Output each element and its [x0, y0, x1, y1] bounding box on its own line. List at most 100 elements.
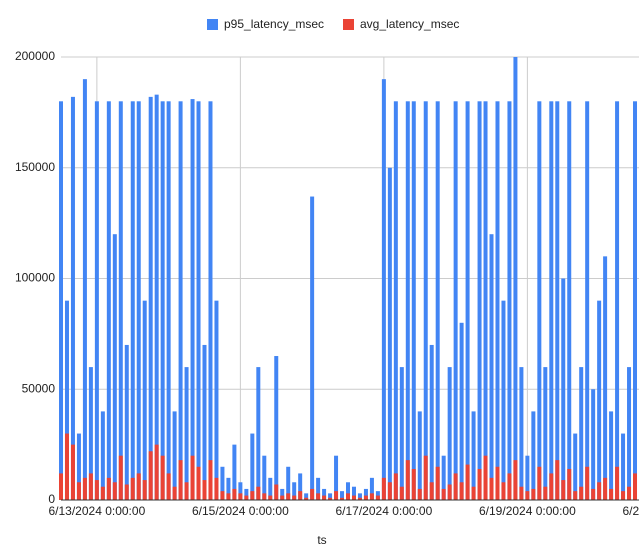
- bar: [579, 486, 584, 500]
- bar: [202, 480, 207, 500]
- bar: [286, 466, 291, 500]
- bar: [268, 495, 273, 500]
- bar: [369, 477, 374, 500]
- bar: [573, 491, 578, 500]
- bar: [381, 477, 386, 500]
- bar: [160, 101, 165, 501]
- x-tick-label: 6/15/2024 0:00:00: [192, 504, 289, 518]
- bar: [226, 493, 231, 500]
- bar: [597, 300, 602, 500]
- bar: [567, 468, 572, 500]
- bar: [603, 477, 608, 500]
- bar: [501, 482, 506, 500]
- bar: [525, 455, 530, 500]
- bar: [322, 488, 327, 500]
- bar: [136, 473, 141, 500]
- bar: [76, 482, 81, 500]
- bar: [220, 466, 225, 500]
- bar: [363, 488, 368, 500]
- legend-label: p95_latency_msec: [224, 17, 324, 31]
- bar: [399, 367, 404, 500]
- bar: [256, 486, 261, 500]
- bar: [561, 278, 566, 500]
- bar: [471, 411, 476, 500]
- bar: [417, 411, 422, 500]
- bar: [591, 488, 596, 500]
- x-tick-label: 6/21/2024 0:00:00: [623, 504, 639, 518]
- bar: [286, 493, 291, 500]
- bar: [118, 101, 123, 501]
- bar: [579, 367, 584, 500]
- bar: [555, 460, 560, 500]
- bar: [136, 101, 141, 501]
- bar: [513, 57, 518, 500]
- bar: [405, 101, 410, 501]
- bar: [160, 455, 165, 500]
- bar: [435, 466, 440, 500]
- bar: [328, 493, 333, 500]
- bar: [184, 367, 189, 500]
- bar: [346, 482, 351, 500]
- bar: [310, 196, 315, 501]
- bar: [585, 101, 590, 501]
- bar: [274, 484, 279, 500]
- bar: [591, 389, 596, 500]
- bar: [232, 444, 237, 500]
- bar: [59, 101, 63, 501]
- bar: [148, 96, 153, 501]
- bar: [489, 477, 494, 500]
- bar: [471, 486, 476, 500]
- bar: [615, 101, 620, 501]
- bar: [178, 460, 183, 500]
- bar: [465, 101, 470, 501]
- bar: [124, 344, 129, 500]
- bar: [633, 101, 638, 501]
- bar: [292, 495, 297, 500]
- legend-label: avg_latency_msec: [360, 17, 459, 31]
- bar: [178, 101, 183, 501]
- bar: [250, 433, 255, 500]
- bar: [417, 488, 422, 500]
- bar: [627, 486, 632, 500]
- bar: [304, 493, 309, 500]
- bar: [130, 477, 135, 500]
- bar: [244, 488, 249, 500]
- bar: [208, 460, 213, 500]
- bar: [573, 433, 578, 500]
- bar: [70, 96, 75, 501]
- bar: [609, 411, 614, 500]
- bar: [531, 411, 536, 500]
- bar: [202, 344, 207, 500]
- bar: [298, 491, 303, 500]
- bar: [435, 101, 440, 501]
- bar: [585, 466, 590, 500]
- bar: [423, 455, 428, 500]
- bar: [381, 79, 386, 501]
- bar: [250, 491, 255, 500]
- bar: [100, 486, 105, 500]
- bar: [507, 101, 512, 501]
- bar: [340, 497, 345, 500]
- bar: [166, 101, 171, 501]
- bar: [351, 486, 356, 500]
- bar: [567, 101, 572, 501]
- bar: [190, 455, 195, 500]
- bar: [196, 466, 201, 500]
- x-tick-label: 6/13/2024 0:00:00: [48, 504, 145, 518]
- bar: [363, 495, 368, 500]
- bar: [387, 482, 392, 500]
- bar: [184, 482, 189, 500]
- bar: [100, 411, 105, 500]
- bar: [238, 482, 243, 500]
- bar: [441, 488, 446, 500]
- bar: [238, 493, 243, 500]
- legend-swatch: [343, 19, 354, 30]
- bar: [88, 367, 93, 500]
- bar: [633, 473, 638, 500]
- bar: [316, 493, 321, 500]
- bar: [369, 493, 374, 500]
- bar: [154, 94, 159, 500]
- bar: [292, 482, 297, 500]
- bar: [615, 466, 620, 500]
